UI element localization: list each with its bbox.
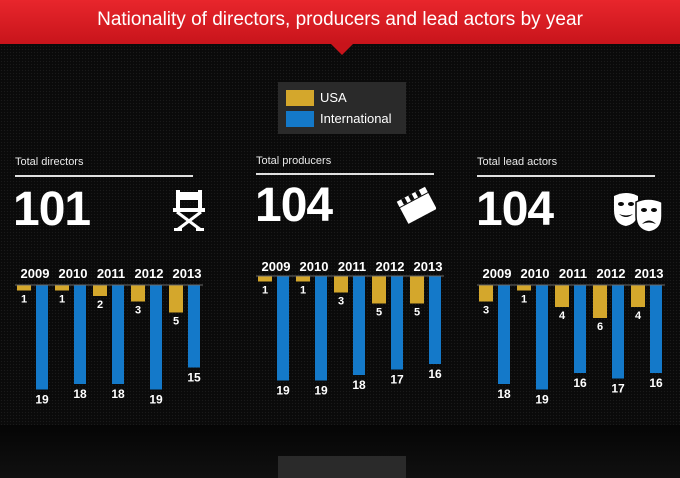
legend-item-usa: USA (286, 90, 347, 106)
value-label-usa-2012: 5 (376, 307, 382, 319)
bar-usa-2012 (593, 285, 607, 318)
bar-usa-2011 (555, 285, 569, 307)
bar-international-2009 (498, 285, 510, 384)
panel-title-lead-actors: Total lead actors (477, 156, 558, 168)
value-label-usa-2013: 5 (173, 316, 179, 328)
bar-international-2012 (391, 276, 403, 370)
bar-usa-2010 (517, 285, 531, 291)
value-label-international-2011: 18 (111, 387, 125, 401)
panel-rule-directors (15, 175, 193, 177)
value-label-international-2013: 16 (649, 376, 663, 390)
year-label-2010: 2010 (59, 266, 88, 281)
year-label-2011: 2011 (338, 259, 366, 274)
clapperboard-icon (396, 184, 437, 229)
bar-international-2011 (574, 285, 586, 373)
value-label-usa-2009: 3 (483, 305, 489, 317)
bar-usa-2013 (631, 285, 645, 307)
bar-usa-2011 (93, 285, 107, 296)
value-label-international-2013: 16 (428, 367, 442, 381)
year-label-2010: 2010 (300, 259, 329, 274)
panel-title-producers: Total producers (256, 155, 332, 167)
bar-international-2012 (612, 285, 624, 379)
value-label-usa-2009: 1 (262, 285, 268, 297)
value-label-international-2010: 19 (535, 393, 549, 407)
legend-swatch-usa (286, 90, 314, 106)
bar-international-2009 (36, 285, 48, 390)
value-label-international-2012: 17 (390, 373, 404, 387)
year-label-2009: 2009 (483, 266, 512, 281)
year-label-2013: 2013 (635, 266, 664, 281)
value-label-international-2011: 18 (352, 378, 366, 392)
year-label-2013: 2013 (414, 259, 443, 274)
value-label-usa-2010: 1 (300, 285, 306, 297)
value-label-usa-2013: 5 (414, 307, 420, 319)
bar-international-2009 (277, 276, 289, 381)
value-label-usa-2009: 1 (21, 294, 27, 306)
bar-usa-2010 (55, 285, 69, 291)
theater-masks-icon (612, 190, 664, 237)
legend-swatch-international (286, 111, 314, 127)
bar-usa-2013 (410, 276, 424, 304)
panel-rule-producers (256, 173, 434, 175)
total-producers: 104 (255, 179, 333, 232)
year-label-2010: 2010 (521, 266, 550, 281)
bar-international-2013 (650, 285, 662, 373)
bar-international-2010 (315, 276, 327, 381)
bar-usa-2009 (17, 285, 31, 291)
bar-international-2011 (353, 276, 365, 375)
value-label-international-2009: 18 (497, 387, 511, 401)
value-label-international-2009: 19 (35, 393, 49, 407)
legend-label-international: International (320, 111, 392, 126)
bar-international-2013 (188, 285, 200, 368)
value-label-usa-2011: 4 (559, 310, 566, 322)
value-label-international-2009: 19 (276, 384, 290, 398)
bar-usa-2013 (169, 285, 183, 313)
value-label-usa-2011: 2 (97, 299, 103, 311)
legend-item-international: International (286, 111, 392, 127)
value-label-international-2010: 19 (314, 384, 328, 398)
value-label-usa-2010: 1 (521, 294, 527, 306)
value-label-international-2013: 15 (187, 371, 201, 385)
year-label-2012: 2012 (376, 259, 405, 274)
title-banner: Nationality of directors, producers and … (0, 0, 680, 44)
bar-usa-2009 (258, 276, 272, 282)
bottom-tab (278, 456, 406, 478)
total-lead-actors: 104 (476, 183, 554, 236)
banner-notch (331, 44, 353, 55)
bar-international-2012 (150, 285, 162, 390)
value-label-usa-2011: 3 (338, 296, 344, 308)
year-label-2009: 2009 (21, 266, 50, 281)
panel-title-directors: Total directors (15, 156, 84, 168)
bar-usa-2012 (372, 276, 386, 304)
bar-international-2010 (74, 285, 86, 384)
bar-usa-2011 (334, 276, 348, 293)
panel-rule-lead-actors (477, 175, 655, 177)
value-label-international-2010: 18 (73, 387, 87, 401)
legend: USA International (278, 82, 406, 134)
value-label-international-2011: 16 (573, 376, 587, 390)
year-label-2011: 2011 (559, 266, 587, 281)
value-label-usa-2010: 1 (59, 294, 65, 306)
bar-international-2011 (112, 285, 124, 384)
year-label-2012: 2012 (135, 266, 164, 281)
year-label-2009: 2009 (262, 259, 291, 274)
bar-usa-2010 (296, 276, 310, 282)
value-label-international-2012: 17 (611, 382, 625, 396)
value-label-usa-2013: 4 (635, 310, 642, 322)
bar-usa-2009 (479, 285, 493, 302)
value-label-usa-2012: 3 (135, 305, 141, 317)
year-label-2013: 2013 (173, 266, 202, 281)
bar-international-2010 (536, 285, 548, 390)
bar-usa-2012 (131, 285, 145, 302)
value-label-international-2012: 19 (149, 393, 163, 407)
director-chair-icon (172, 188, 206, 237)
year-label-2012: 2012 (597, 266, 626, 281)
year-label-2011: 2011 (97, 266, 125, 281)
legend-label-usa: USA (320, 90, 347, 105)
total-directors: 101 (13, 183, 91, 236)
bar-international-2013 (429, 276, 441, 364)
page-title: Nationality of directors, producers and … (97, 9, 583, 30)
value-label-usa-2012: 6 (597, 321, 603, 333)
